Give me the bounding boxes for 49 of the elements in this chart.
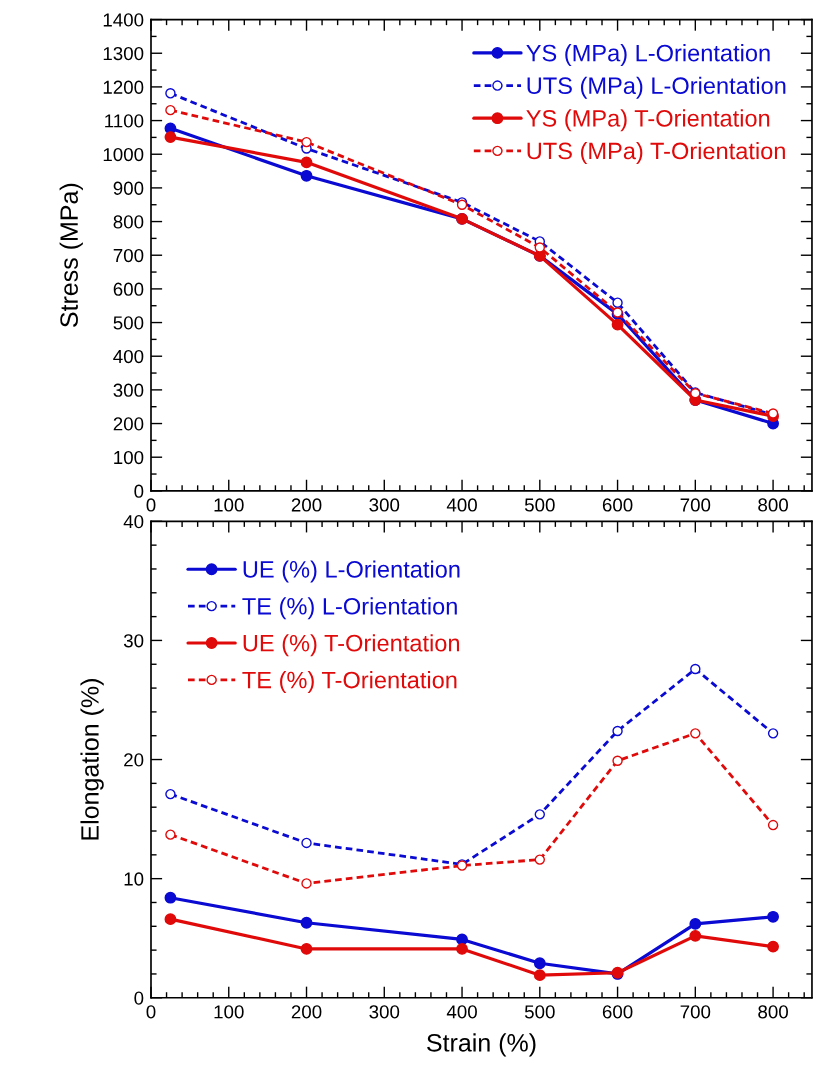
- x-tick-label: 300: [369, 498, 400, 512]
- legend-label: YS (MPa) T-Orientation: [526, 109, 770, 132]
- y-tick-label: 600: [113, 282, 144, 296]
- y-tick-label: 40: [123, 515, 144, 529]
- legend-label: UTS (MPa) T-Orientation: [527, 142, 785, 164]
- x-tick-label: 600: [602, 1005, 633, 1019]
- x-tick-label: 100: [214, 1005, 244, 1019]
- y-tick-label: 1000: [103, 147, 144, 162]
- x-tick-label: 800: [758, 498, 788, 512]
- y-axis-title: Elongation (%): [80, 679, 104, 840]
- x-tick-label: 600: [602, 498, 633, 512]
- legend-label: TE (%) T-Orientation: [242, 671, 457, 694]
- y-tick-label: 900: [113, 181, 144, 195]
- x-tick-label: 400: [446, 498, 477, 512]
- legend-label: YS (MPa) L-Orientation: [526, 44, 770, 67]
- y-tick-label: 700: [113, 248, 144, 263]
- y-tick-label: 100: [114, 450, 144, 465]
- y-tick-label: 10: [124, 872, 144, 886]
- x-tick-label: 700: [680, 498, 711, 512]
- y-tick-label: 0: [134, 991, 144, 1005]
- y-tick-label: 1400: [103, 13, 144, 27]
- y-tick-label: 200: [113, 417, 144, 431]
- y-tick-label: 300: [113, 383, 144, 397]
- legend-label: UTS (MPa) L-Orientation: [527, 76, 786, 99]
- x-tick-label: 200: [291, 498, 322, 512]
- x-tick-label: 500: [524, 1005, 555, 1019]
- y-tick-label: 30: [123, 634, 144, 648]
- x-tick-label: 200: [291, 1005, 322, 1019]
- x-tick-label: 0: [146, 498, 156, 512]
- x-tick-label: 100: [214, 498, 244, 512]
- x-tick-label: 400: [446, 1005, 477, 1019]
- x-tick-label: 700: [680, 1005, 711, 1019]
- x-axis-title: Strain (%): [427, 1033, 536, 1057]
- y-tick-label: 400: [113, 349, 144, 364]
- y-tick-label: 1300: [103, 46, 144, 61]
- y-axis-title: Stress (MPa): [59, 183, 83, 328]
- x-tick-label: 800: [758, 1005, 788, 1019]
- y-tick-label: 1100: [105, 114, 144, 128]
- y-tick-label: 0: [134, 484, 144, 498]
- y-tick-label: 1200: [103, 80, 144, 94]
- x-tick-label: 500: [524, 498, 555, 512]
- legend-label: TE (%) L-Orientation: [242, 597, 457, 620]
- y-tick-label: 20: [124, 753, 144, 767]
- y-tick-label: 500: [113, 316, 144, 330]
- y-tick-label: 800: [113, 215, 144, 229]
- legend-label: UE (%) L-Orientation: [243, 560, 460, 583]
- x-tick-label: 0: [146, 1005, 156, 1019]
- legend-label: UE (%) T-Orientation: [243, 634, 460, 657]
- x-tick-label: 300: [369, 1005, 400, 1019]
